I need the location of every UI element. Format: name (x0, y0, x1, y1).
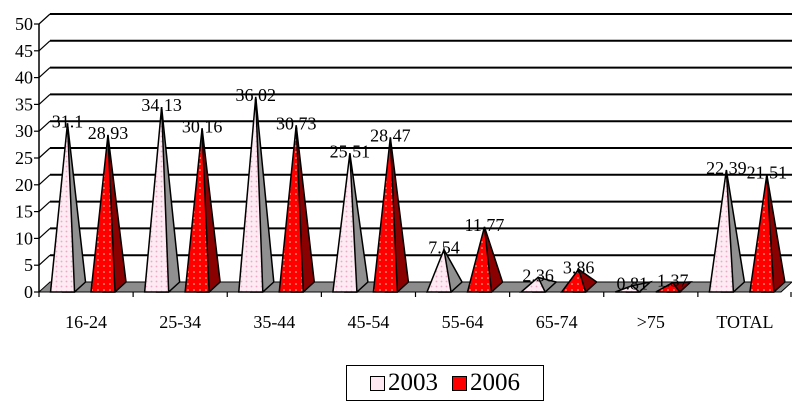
plot-background (37, 14, 792, 293)
y-tick-label: 30 (15, 121, 33, 141)
bars (49, 96, 786, 293)
y-tick-label: 50 (15, 14, 33, 34)
y-tick-label: 10 (15, 228, 33, 248)
y-tick-label: 0 (24, 282, 33, 302)
legend-label-2006: 2006 (470, 369, 520, 396)
x-axis: 16-24 25-34 35-44 45-54 55-64 65-74 >75 TOTAL (38, 292, 792, 332)
bar-2006 (372, 137, 399, 293)
legend-swatch-2003 (370, 375, 385, 391)
x-tick-label: 65-74 (536, 312, 578, 332)
x-tick-label: 16-24 (65, 312, 107, 332)
data-label-2003: 25.51 (330, 141, 371, 161)
y-tick-label: 25 (15, 148, 33, 168)
gridline-depth (38, 13, 51, 25)
bar-2006 (749, 174, 775, 293)
y-tick-label: 20 (15, 175, 33, 195)
bar-2003 (425, 246, 452, 293)
bar-2006 (466, 226, 493, 293)
gridline-depth (38, 120, 51, 132)
data-label-2006: 3.86 (563, 257, 595, 277)
bar-2006 (560, 267, 587, 293)
x-tick-label: 25-34 (159, 312, 201, 332)
legend-item-2006: 2006 (452, 369, 520, 397)
y-tick-label: 35 (15, 94, 33, 114)
bar-2003 (615, 284, 642, 293)
gridline-depth (38, 147, 51, 159)
y-axis: 0 5 10 15 20 25 30 35 40 45 50 (15, 14, 40, 302)
data-label-2006: 30.73 (276, 113, 317, 133)
data-label-2006: 28.47 (370, 125, 411, 145)
bar-2003 (143, 106, 170, 293)
legend-item-2003: 2003 (370, 369, 438, 397)
data-label-2003: 7.54 (428, 238, 460, 258)
gridline-depth (38, 40, 51, 52)
data-label-2003: 36.02 (235, 85, 276, 105)
x-tick-label: >75 (637, 312, 665, 332)
gridline-depth (38, 227, 51, 239)
data-label-2006: 28.93 (88, 123, 129, 143)
x-tick-label: 55-64 (442, 312, 484, 332)
data-label-2006: 1.37 (657, 271, 689, 291)
legend-label-2003: 2003 (388, 369, 438, 396)
data-label-2003: 31.1 (52, 111, 84, 131)
data-label-2003: 22.39 (706, 158, 747, 178)
data-label-2006: 11.77 (465, 215, 505, 235)
x-tick-label: 45-54 (347, 312, 389, 332)
legend: 2003 2006 (346, 365, 544, 401)
bar-2006 (278, 125, 305, 293)
y-tick-label: 45 (15, 41, 33, 61)
bar-2006 (655, 281, 682, 293)
data-label-2003: 34.13 (141, 95, 182, 115)
x-tick-label: TOTAL (716, 312, 773, 332)
y-tick-label: 15 (15, 202, 33, 222)
plot-wall (39, 14, 792, 292)
legend-swatch-2006 (452, 375, 467, 391)
y-tick-label: 40 (15, 68, 33, 88)
gridline-depth (38, 254, 51, 266)
data-label-2006: 21.51 (747, 163, 788, 183)
bar-2003 (519, 276, 547, 293)
bar-2006 (184, 128, 210, 293)
gridline-depth (38, 93, 51, 105)
gridline-depth (38, 67, 51, 79)
data-label-2003: 0.81 (616, 274, 648, 294)
data-label-2003: 2.36 (522, 265, 554, 285)
bar-2003 (332, 153, 358, 293)
bar-2003 (237, 96, 264, 293)
gridline-depth (38, 201, 51, 213)
bar-2003 (708, 169, 735, 293)
data-label-2006: 30.16 (182, 116, 223, 136)
bar-2003 (49, 123, 76, 293)
bar-2006 (90, 134, 116, 293)
gridline-depth (38, 174, 51, 186)
y-tick-label: 5 (24, 255, 33, 275)
x-tick-label: 35-44 (253, 312, 295, 332)
